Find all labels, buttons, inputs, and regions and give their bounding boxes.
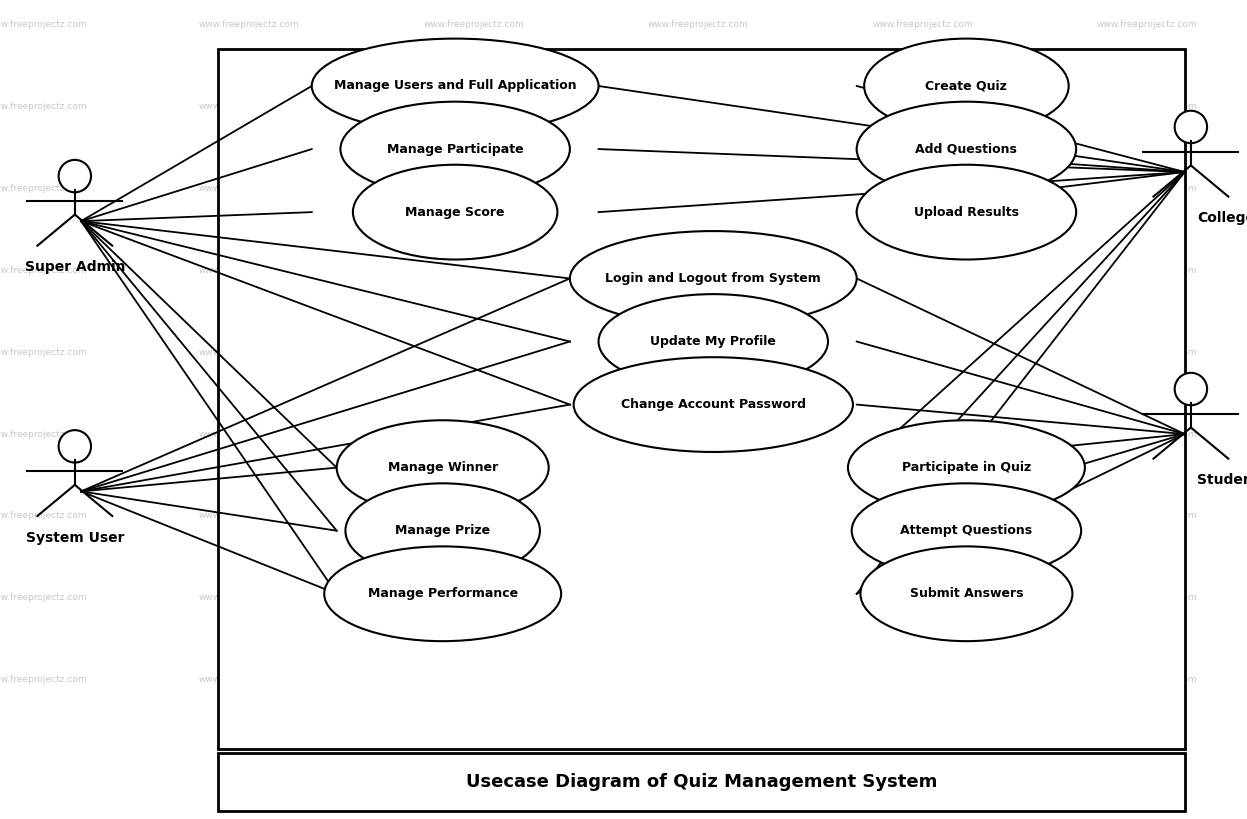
Text: www.freeprojectz.com: www.freeprojectz.com — [873, 430, 973, 438]
Text: www.freeprojectz.com: www.freeprojectz.com — [200, 430, 299, 438]
Text: www.freeprojectz.com: www.freeprojectz.com — [0, 430, 87, 438]
Text: www.freeprojectz.com: www.freeprojectz.com — [0, 184, 87, 192]
Ellipse shape — [1175, 111, 1207, 143]
Ellipse shape — [312, 38, 599, 133]
Text: www.freeprojectz.com: www.freeprojectz.com — [1097, 20, 1197, 29]
Text: www.freeprojectz.com: www.freeprojectz.com — [424, 184, 524, 192]
Ellipse shape — [1175, 373, 1207, 405]
Text: Login and Logout from System: Login and Logout from System — [605, 272, 822, 285]
Text: www.freeprojectz.com: www.freeprojectz.com — [424, 676, 524, 684]
Text: www.freeprojectz.com: www.freeprojectz.com — [200, 676, 299, 684]
Ellipse shape — [345, 483, 540, 578]
Text: www.freeprojectz.com: www.freeprojectz.com — [200, 102, 299, 111]
Ellipse shape — [570, 231, 857, 326]
Text: www.freeprojectz.com: www.freeprojectz.com — [424, 512, 524, 520]
Text: www.freeprojectz.com: www.freeprojectz.com — [1097, 512, 1197, 520]
Text: www.freeprojectz.com: www.freeprojectz.com — [424, 594, 524, 602]
Text: Attempt Questions: Attempt Questions — [900, 524, 1033, 537]
Text: Upload Results: Upload Results — [914, 206, 1019, 219]
Text: Manage Users and Full Application: Manage Users and Full Application — [334, 79, 576, 93]
Text: College: College — [1197, 211, 1247, 225]
Text: www.freeprojectz.com: www.freeprojectz.com — [873, 184, 973, 192]
Text: www.freeprojectz.com: www.freeprojectz.com — [200, 20, 299, 29]
Text: www.freeprojectz.com: www.freeprojectz.com — [1097, 676, 1197, 684]
Text: www.freeprojectz.com: www.freeprojectz.com — [200, 348, 299, 356]
Text: www.freeprojectz.com: www.freeprojectz.com — [200, 184, 299, 192]
Text: www.freeprojectz.com: www.freeprojectz.com — [1097, 430, 1197, 438]
Text: www.freeprojectz.com: www.freeprojectz.com — [648, 594, 748, 602]
Ellipse shape — [574, 357, 853, 452]
Text: www.freeprojectz.com: www.freeprojectz.com — [873, 676, 973, 684]
Text: www.freeprojectz.com: www.freeprojectz.com — [648, 20, 748, 29]
Text: www.freeprojectz.com: www.freeprojectz.com — [648, 430, 748, 438]
Text: www.freeprojectz.com: www.freeprojectz.com — [0, 266, 87, 274]
Ellipse shape — [848, 420, 1085, 515]
Text: www.freeprojectz.com: www.freeprojectz.com — [648, 512, 748, 520]
Ellipse shape — [59, 160, 91, 192]
Text: www.freeprojectz.com: www.freeprojectz.com — [424, 266, 524, 274]
Ellipse shape — [599, 294, 828, 389]
Text: Manage Performance: Manage Performance — [368, 587, 518, 600]
Text: www.freeprojectz.com: www.freeprojectz.com — [648, 348, 748, 356]
Ellipse shape — [857, 102, 1076, 197]
Text: www.freeprojectz.com: www.freeprojectz.com — [0, 348, 87, 356]
Ellipse shape — [337, 420, 549, 515]
Text: Submit Answers: Submit Answers — [909, 587, 1024, 600]
Text: www.freeprojectz.com: www.freeprojectz.com — [0, 20, 87, 29]
Text: www.freeprojectz.com: www.freeprojectz.com — [873, 102, 973, 111]
Text: www.freeprojectz.com: www.freeprojectz.com — [0, 594, 87, 602]
Ellipse shape — [353, 165, 557, 260]
Text: www.freeprojectz.com: www.freeprojectz.com — [648, 184, 748, 192]
Text: www.freeprojectz.com: www.freeprojectz.com — [873, 348, 973, 356]
Text: Update My Profile: Update My Profile — [651, 335, 776, 348]
Text: Usecase Diagram of Quiz Management System: Usecase Diagram of Quiz Management Syste… — [465, 773, 938, 791]
Text: www.freeprojectz.com: www.freeprojectz.com — [873, 20, 973, 29]
Text: www.freeprojectz.com: www.freeprojectz.com — [424, 430, 524, 438]
Text: www.freeprojectz.com: www.freeprojectz.com — [1097, 594, 1197, 602]
Ellipse shape — [864, 38, 1069, 133]
Ellipse shape — [324, 546, 561, 641]
Text: www.freeprojectz.com: www.freeprojectz.com — [1097, 102, 1197, 111]
Text: Student: Student — [1197, 473, 1247, 487]
Text: Super Admin: Super Admin — [25, 260, 125, 274]
Text: www.freeprojectz.com: www.freeprojectz.com — [0, 102, 87, 111]
Text: www.freeprojectz.com: www.freeprojectz.com — [873, 512, 973, 520]
Ellipse shape — [857, 165, 1076, 260]
Text: www.freeprojectz.com: www.freeprojectz.com — [648, 102, 748, 111]
Text: www.freeprojectz.com: www.freeprojectz.com — [424, 102, 524, 111]
Text: Change Account Password: Change Account Password — [621, 398, 806, 411]
Text: www.freeprojectz.com: www.freeprojectz.com — [648, 266, 748, 274]
Ellipse shape — [340, 102, 570, 197]
Text: Participate in Quiz: Participate in Quiz — [902, 461, 1031, 474]
Text: www.freeprojectz.com: www.freeprojectz.com — [873, 594, 973, 602]
Text: www.freeprojectz.com: www.freeprojectz.com — [648, 676, 748, 684]
Text: System User: System User — [26, 531, 123, 545]
Ellipse shape — [59, 430, 91, 463]
Bar — [218, 753, 1185, 811]
Ellipse shape — [852, 483, 1081, 578]
Ellipse shape — [860, 546, 1072, 641]
Text: Add Questions: Add Questions — [915, 143, 1018, 156]
Text: www.freeprojectz.com: www.freeprojectz.com — [0, 676, 87, 684]
Text: Create Quiz: Create Quiz — [925, 79, 1008, 93]
Text: www.freeprojectz.com: www.freeprojectz.com — [1097, 348, 1197, 356]
Text: Manage Participate: Manage Participate — [387, 143, 524, 156]
Text: www.freeprojectz.com: www.freeprojectz.com — [424, 348, 524, 356]
Text: www.freeprojectz.com: www.freeprojectz.com — [1097, 184, 1197, 192]
Text: Manage Score: Manage Score — [405, 206, 505, 219]
Text: www.freeprojectz.com: www.freeprojectz.com — [0, 512, 87, 520]
Text: www.freeprojectz.com: www.freeprojectz.com — [200, 512, 299, 520]
Text: Manage Winner: Manage Winner — [388, 461, 498, 474]
Text: www.freeprojectz.com: www.freeprojectz.com — [200, 266, 299, 274]
Text: Manage Prize: Manage Prize — [395, 524, 490, 537]
Bar — [218, 49, 1185, 749]
Text: www.freeprojectz.com: www.freeprojectz.com — [1097, 266, 1197, 274]
Text: www.freeprojectz.com: www.freeprojectz.com — [873, 266, 973, 274]
Text: www.freeprojectz.com: www.freeprojectz.com — [200, 594, 299, 602]
Text: www.freeprojectz.com: www.freeprojectz.com — [424, 20, 524, 29]
